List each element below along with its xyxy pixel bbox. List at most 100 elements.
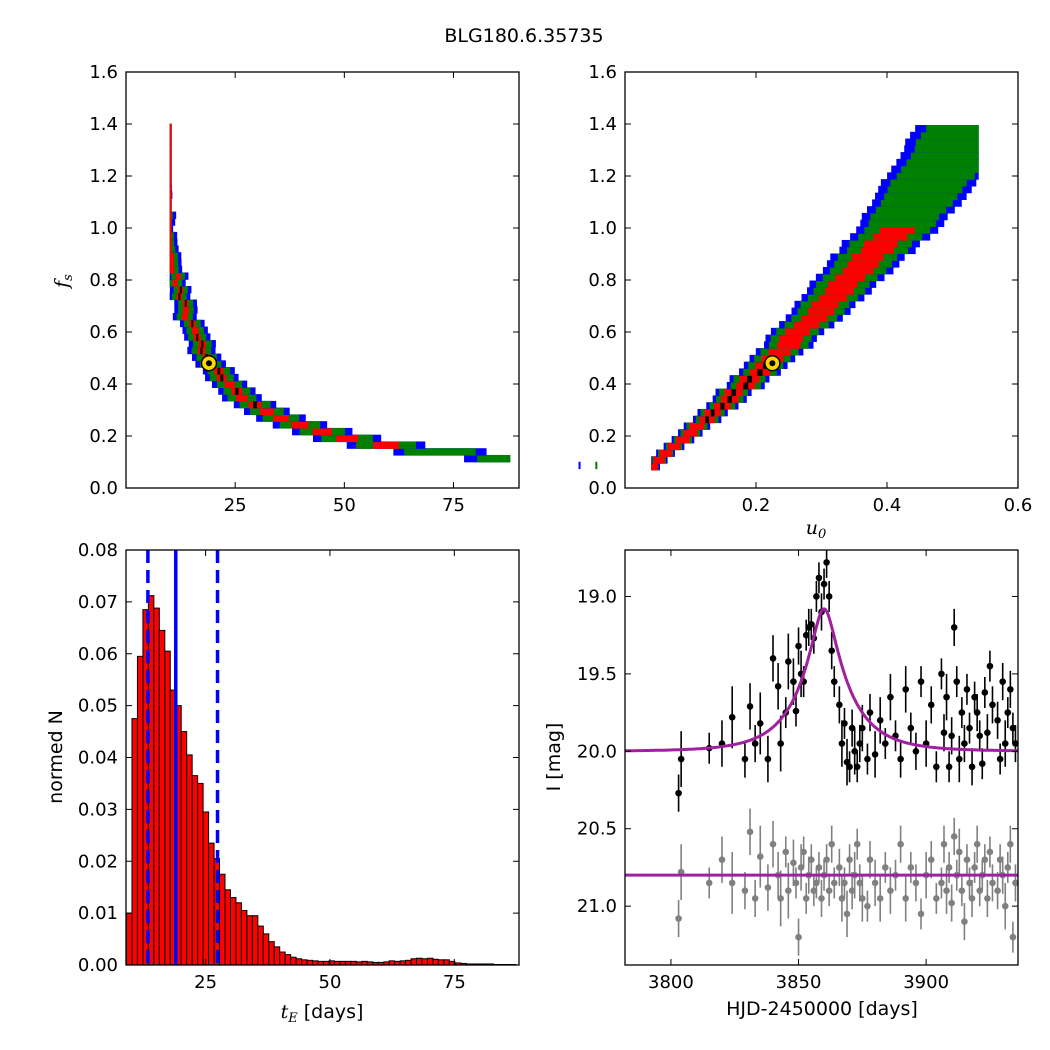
light-curve-x-label: HJD-2450000 [days] (726, 998, 918, 1020)
te-fs-cell (183, 306, 189, 314)
u0-fs-cell (746, 375, 753, 383)
u0-fs-xtick-label: 0.2 (742, 495, 771, 516)
te-fs-ytick-label: 0.2 (89, 426, 118, 447)
te-fs-cell (169, 198, 172, 206)
u0-fs-cell (743, 381, 749, 390)
light-curve-point (807, 621, 815, 628)
light-curve-point (864, 755, 871, 763)
panel-u0-fs: 0.2 0.4 0.6 0.0 0.2 0.4 0.6 0.8 1.0 1.2 1.4 1.6 u0 (588, 62, 1032, 542)
light-curve-axes-frame (624, 549, 1019, 966)
te-fs-cell (169, 252, 174, 260)
light-curve-point (938, 879, 945, 887)
light-curve-point (825, 593, 833, 600)
u0-fs-cell (873, 233, 908, 241)
te-fs-ytick-label: 1.4 (89, 114, 118, 135)
histogram-bar (416, 957, 423, 966)
histogram-bar (443, 959, 450, 966)
light-curve-point (933, 763, 940, 771)
histogram-bar (301, 959, 308, 966)
te-fs-cell (578, 461, 581, 470)
light-curve-point (1012, 879, 1019, 887)
light-curve-data (675, 550, 1019, 956)
te-histogram-ytick-label: 0.04 (78, 748, 118, 769)
light-curve-point (828, 840, 836, 848)
u0-fs-cell (920, 131, 979, 140)
light-curve-model-fit (625, 607, 1018, 753)
te-fs-cell (191, 326, 199, 334)
light-curve-point (943, 887, 950, 894)
u0-fs-cell (884, 192, 958, 200)
u0-fs-ytick-label: 1.6 (588, 62, 617, 83)
histogram-bar (251, 915, 259, 966)
u0-fs-cell (835, 273, 866, 282)
light-curve-point (815, 864, 823, 871)
te-fs-confidence-cells (169, 123, 598, 470)
te-fs-ytick-label: 0.8 (89, 270, 118, 291)
te-fs-cell (404, 448, 476, 456)
te-histogram-ytick-label: 0.06 (78, 644, 118, 665)
te-fs-ytick-label: 0.0 (89, 478, 118, 499)
histogram-bar (262, 933, 270, 966)
light-curve-point (958, 709, 966, 716)
te-histogram-ytick-label: 0.07 (78, 592, 118, 613)
te-fs-cell (169, 238, 172, 247)
te-fs-cell (201, 340, 204, 348)
light-curve-xtick-label: 3900 (903, 972, 949, 993)
light-curve-point (897, 755, 904, 763)
u0-fs-cell (757, 368, 763, 376)
te-histogram-ytick-label: 0.00 (78, 955, 118, 976)
u0-fs-cell (896, 172, 975, 180)
light-curve-point (897, 840, 904, 848)
light-curve-ytick-label: 21.0 (577, 896, 617, 917)
te-fs-cell (200, 346, 203, 355)
light-curve-point (769, 840, 777, 848)
light-curve-point (728, 879, 736, 887)
light-curve-point (795, 642, 802, 650)
light-curve-point (981, 856, 989, 864)
light-curve-point (1009, 724, 1017, 732)
light-curve-point (881, 740, 889, 747)
light-curve-point (741, 887, 749, 894)
histogram-bar (208, 842, 215, 966)
light-curve-point (887, 693, 894, 701)
histogram-bar (180, 731, 188, 966)
light-curve-point (856, 740, 864, 747)
light-curve-point (836, 701, 843, 709)
te-fs-ticks: 25 50 75 0.0 0.2 0.4 0.6 0.8 1.0 1.2 1.4 1.6 (89, 62, 519, 516)
light-curve-point (774, 682, 782, 690)
u0-fs-cell (915, 138, 979, 146)
histogram-bar (131, 718, 138, 966)
te-fs-cell (259, 407, 274, 416)
histogram-bar (421, 958, 428, 966)
te-fs-cell (169, 218, 176, 226)
light-curve-ytick-label: 19.5 (577, 664, 617, 685)
panel-te-histogram: 25 50 75 0.00 0.01 0.02 0.03 0.04 0.05 0.06 0.07 0.… (45, 540, 520, 1026)
light-curve-point (677, 755, 685, 763)
light-curve-point (971, 693, 978, 701)
te-fs-cell (175, 272, 181, 280)
te-fs-cell (169, 225, 172, 233)
light-curve-point (996, 856, 1004, 864)
light-curve-point (994, 717, 1001, 724)
light-curve-point (976, 732, 984, 740)
histogram-bar (235, 902, 242, 966)
light-curve-point (830, 678, 838, 685)
u0-fs-cell (851, 253, 884, 261)
u0-fs-cell (879, 226, 915, 234)
light-curve-point (917, 910, 925, 918)
light-curve-point (838, 740, 846, 747)
light-curve-point (785, 887, 792, 894)
te-fs-cell (169, 245, 172, 253)
u0-fs-cell (811, 300, 839, 309)
light-curve-point (978, 760, 986, 767)
u0-fs-cell (705, 415, 709, 424)
histogram-bar (197, 782, 204, 966)
light-curve-point (1001, 740, 1009, 747)
light-curve-point (705, 879, 713, 887)
histogram-bar (191, 775, 199, 966)
light-curve-point (994, 887, 1001, 894)
histogram-bar (306, 959, 314, 966)
te-fs-xtick-label: 50 (333, 495, 356, 516)
u0-fs-cell (842, 267, 874, 275)
light-curve-point (981, 689, 989, 696)
